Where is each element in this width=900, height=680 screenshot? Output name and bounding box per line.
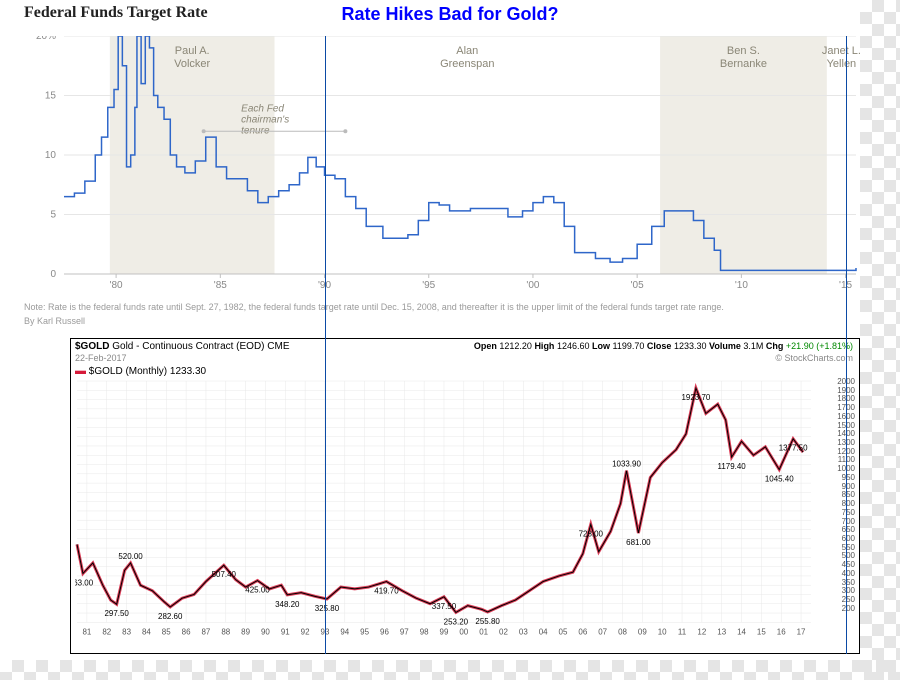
svg-text:84: 84 bbox=[142, 627, 151, 636]
svg-text:94: 94 bbox=[340, 627, 349, 636]
svg-text:00: 00 bbox=[459, 627, 468, 636]
svg-text:Paul A.: Paul A. bbox=[175, 45, 210, 57]
svg-text:20%: 20% bbox=[36, 36, 56, 42]
svg-text:16: 16 bbox=[777, 627, 786, 636]
svg-text:253.20: 253.20 bbox=[444, 617, 469, 626]
svg-text:'00: '00 bbox=[526, 280, 539, 291]
page-title: Rate Hikes Bad for Gold? bbox=[0, 4, 900, 25]
svg-text:'10: '10 bbox=[735, 280, 748, 291]
svg-text:Volcker: Volcker bbox=[174, 58, 210, 70]
svg-text:81: 81 bbox=[82, 627, 91, 636]
svg-text:'80: '80 bbox=[110, 280, 123, 291]
svg-text:98: 98 bbox=[420, 627, 429, 636]
svg-text:Each Fed: Each Fed bbox=[241, 103, 284, 114]
svg-text:90: 90 bbox=[261, 627, 270, 636]
svg-text:348.20: 348.20 bbox=[275, 600, 300, 609]
svg-text:'85: '85 bbox=[214, 280, 227, 291]
gold-ohlc: Open 1212.20 High 1246.60 Low 1199.70 Cl… bbox=[474, 341, 853, 351]
vertical-marker-2015 bbox=[846, 36, 847, 654]
gold-price-plot: 2002503003504004505005506006507007508008… bbox=[75, 379, 813, 636]
footnote-text: Note: Rate is the federal funds rate unt… bbox=[24, 302, 724, 312]
svg-text:5: 5 bbox=[50, 210, 56, 221]
gold-exchange: CME bbox=[267, 341, 289, 352]
gold-chart-panel: $GOLD Gold - Continuous Contract (EOD) C… bbox=[70, 338, 860, 654]
svg-text:337.50: 337.50 bbox=[432, 602, 457, 611]
svg-text:Greenspan: Greenspan bbox=[440, 58, 494, 70]
svg-text:1179.40: 1179.40 bbox=[718, 462, 747, 471]
gold-header: $GOLD Gold - Continuous Contract (EOD) C… bbox=[75, 341, 290, 352]
svg-text:99: 99 bbox=[440, 627, 449, 636]
svg-text:86: 86 bbox=[182, 627, 191, 636]
svg-text:15: 15 bbox=[757, 627, 766, 636]
svg-text:97: 97 bbox=[400, 627, 409, 636]
svg-text:13: 13 bbox=[717, 627, 726, 636]
svg-text:11: 11 bbox=[678, 627, 687, 636]
byline: By Karl Russell bbox=[24, 316, 85, 326]
svg-text:425.00: 425.00 bbox=[245, 586, 270, 595]
svg-text:chairman's: chairman's bbox=[241, 114, 289, 125]
gold-date: 22-Feb-2017 bbox=[75, 353, 127, 363]
svg-text:05: 05 bbox=[559, 627, 568, 636]
svg-text:282.60: 282.60 bbox=[158, 612, 183, 621]
svg-text:0: 0 bbox=[50, 269, 56, 280]
svg-text:10: 10 bbox=[45, 150, 57, 161]
gold-name: Gold - Continuous Contract (EOD) bbox=[112, 341, 264, 352]
svg-text:03: 03 bbox=[519, 627, 528, 636]
gold-symbol: $GOLD bbox=[75, 341, 109, 352]
svg-text:Bernanke: Bernanke bbox=[720, 58, 767, 70]
svg-text:96: 96 bbox=[380, 627, 389, 636]
svg-text:325.80: 325.80 bbox=[315, 604, 340, 613]
gold-credit: © StockCharts.com bbox=[775, 353, 853, 363]
svg-text:255.80: 255.80 bbox=[475, 617, 500, 626]
svg-text:14: 14 bbox=[737, 627, 746, 636]
svg-text:08: 08 bbox=[618, 627, 627, 636]
svg-text:09: 09 bbox=[638, 627, 647, 636]
svg-text:95: 95 bbox=[360, 627, 369, 636]
svg-text:Yellen: Yellen bbox=[827, 58, 857, 70]
svg-text:463.00: 463.00 bbox=[75, 578, 94, 587]
svg-text:1377.50: 1377.50 bbox=[779, 444, 808, 453]
svg-text:1033.90: 1033.90 bbox=[612, 460, 641, 469]
svg-text:507.40: 507.40 bbox=[212, 570, 237, 579]
svg-text:'95: '95 bbox=[422, 280, 435, 291]
transparency-strip-right bbox=[860, 0, 900, 680]
svg-text:520.00: 520.00 bbox=[118, 552, 143, 561]
svg-text:1045.40: 1045.40 bbox=[765, 475, 794, 484]
svg-text:419.70: 419.70 bbox=[374, 587, 399, 596]
svg-text:89: 89 bbox=[241, 627, 250, 636]
svg-text:Alan: Alan bbox=[456, 45, 478, 57]
svg-text:15: 15 bbox=[45, 91, 57, 102]
gold-subheader: ▬ $GOLD (Monthly) 1233.30 bbox=[75, 365, 206, 377]
svg-text:85: 85 bbox=[162, 627, 171, 636]
svg-text:87: 87 bbox=[201, 627, 210, 636]
fed-funds-chart: 05101520%'80'85'90'95'00'05'10'15Paul A.… bbox=[24, 36, 860, 296]
svg-text:06: 06 bbox=[578, 627, 587, 636]
svg-text:297.50: 297.50 bbox=[104, 609, 129, 618]
svg-text:10: 10 bbox=[658, 627, 667, 636]
svg-text:17: 17 bbox=[797, 627, 806, 636]
svg-text:728.00: 728.00 bbox=[579, 529, 604, 538]
svg-text:'05: '05 bbox=[631, 280, 644, 291]
gold-y-axis-labels: 2002503003504004505005506006507007508008… bbox=[815, 379, 855, 635]
svg-text:02: 02 bbox=[499, 627, 508, 636]
svg-text:88: 88 bbox=[221, 627, 230, 636]
svg-text:04: 04 bbox=[539, 627, 548, 636]
vertical-marker-1990 bbox=[325, 36, 326, 654]
svg-text:1923.70: 1923.70 bbox=[682, 393, 711, 402]
svg-text:92: 92 bbox=[301, 627, 310, 636]
svg-text:Ben S.: Ben S. bbox=[727, 45, 760, 57]
svg-text:01: 01 bbox=[479, 627, 488, 636]
svg-text:07: 07 bbox=[598, 627, 607, 636]
svg-text:681.00: 681.00 bbox=[626, 538, 651, 547]
svg-text:82: 82 bbox=[102, 627, 111, 636]
svg-text:Janet L.: Janet L. bbox=[822, 45, 860, 57]
svg-text:12: 12 bbox=[697, 627, 706, 636]
transparency-strip-bottom bbox=[0, 660, 900, 680]
svg-text:83: 83 bbox=[122, 627, 131, 636]
svg-text:91: 91 bbox=[281, 627, 290, 636]
